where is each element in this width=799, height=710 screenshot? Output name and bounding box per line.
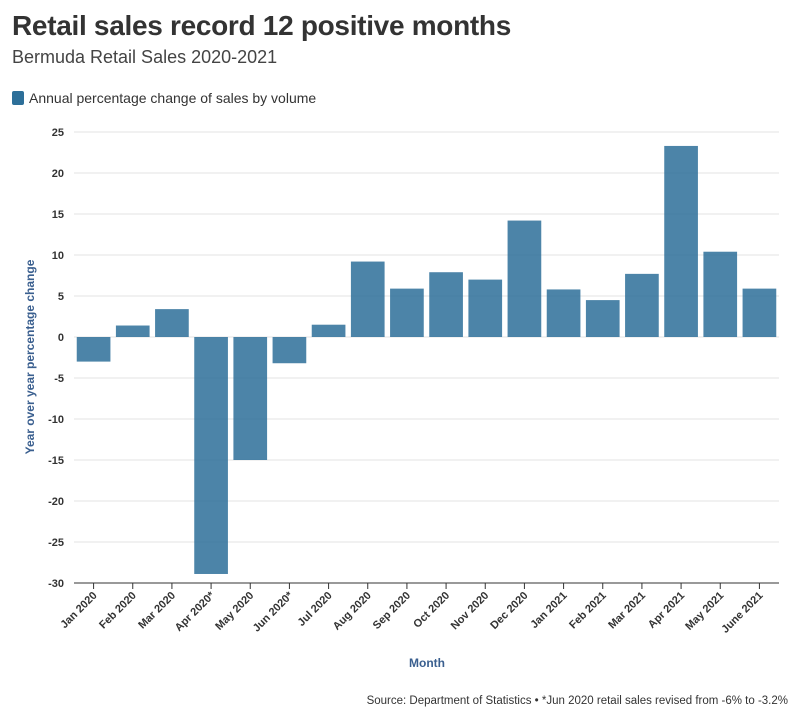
x-tick-label: Feb 2021: [567, 590, 609, 632]
x-axis-title: Month: [409, 656, 445, 670]
bar: [115, 325, 150, 337]
x-tick-label: Oct 2020: [411, 590, 452, 631]
bar: [585, 300, 620, 337]
bars: [76, 145, 777, 574]
bar: [194, 337, 228, 574]
y-tick-label: -20: [48, 496, 64, 508]
legend: Annual percentage change of sales by vol…: [12, 90, 316, 106]
bar: [625, 273, 659, 337]
x-tick-label: Dec 2020: [488, 590, 530, 632]
y-tick-label: 10: [52, 250, 64, 262]
legend-swatch: [12, 91, 24, 105]
bar: [272, 337, 307, 364]
y-axis-title: Year over year percentage change: [23, 259, 37, 454]
x-tick-label: Jul 2020: [296, 590, 335, 629]
y-tick-label: 20: [52, 168, 64, 180]
x-tick-label: Feb 2020: [97, 590, 139, 632]
x-tick-label: Nov 2020: [449, 590, 492, 633]
bar: [311, 324, 346, 337]
x-tick-label: Sep 2020: [371, 590, 413, 632]
bar: [742, 288, 777, 337]
x-tick-label: Mar 2021: [606, 590, 648, 632]
y-tick-label: -5: [54, 373, 64, 385]
bar: [703, 251, 738, 337]
chart-subtitle: Bermuda Retail Sales 2020-2021: [12, 47, 278, 67]
y-tick-label: -30: [48, 578, 64, 590]
x-tick-label: Jan 2020: [58, 590, 99, 631]
y-tick-label: 0: [58, 332, 64, 344]
bar: [468, 279, 503, 337]
x-tick-label: June 2021: [719, 590, 765, 636]
legend-label: Annual percentage change of sales by vol…: [29, 90, 317, 106]
bar: [155, 309, 189, 337]
bar: [76, 337, 111, 362]
y-tick-label: 5: [58, 291, 64, 303]
y-tick-label: -10: [48, 414, 64, 426]
bar: [429, 272, 463, 337]
y-tick-label: -15: [48, 455, 64, 467]
x-tick-label: Jun 2020*: [251, 589, 296, 634]
chart-title: Retail sales record 12 positive months: [12, 10, 512, 41]
bar: [546, 289, 581, 337]
x-tick-label: Aug 2020: [331, 590, 374, 633]
y-tick-label: -25: [48, 537, 64, 549]
y-tick-labels: 25 20 15 10 5 0 -5 -10 -15 -20 -25 -30: [48, 127, 64, 590]
bar: [350, 261, 385, 337]
bar: [664, 145, 698, 337]
bar: [233, 337, 268, 460]
y-tick-label: 25: [52, 127, 64, 139]
bar: [507, 220, 542, 337]
x-tick-label: Apr 2021: [646, 590, 687, 631]
bar: [390, 288, 424, 337]
x-tick-label: Apr 2020*: [173, 589, 218, 634]
x-tick-label: Jan 2021: [528, 590, 569, 631]
gridlines: [74, 131, 779, 584]
source-note: Source: Department of Statistics • *Jun …: [366, 695, 788, 707]
x-tick-label: Mar 2020: [136, 590, 178, 632]
y-tick-label: 15: [52, 209, 64, 221]
